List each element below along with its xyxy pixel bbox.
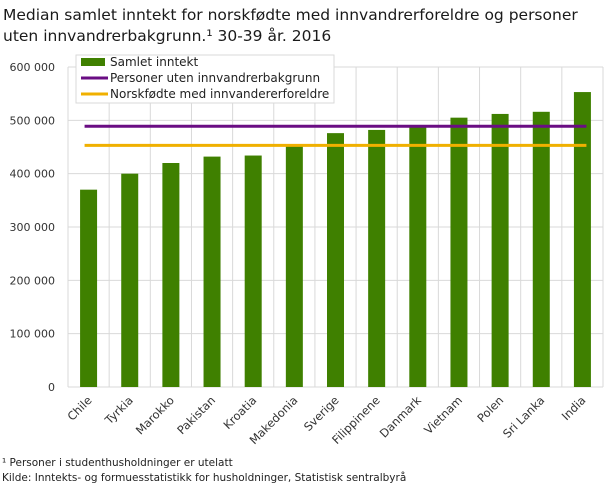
x-tick-label: Danmark xyxy=(377,393,424,440)
legend-box xyxy=(75,54,335,104)
bar-india xyxy=(573,92,591,388)
x-tick-label: Kroatia xyxy=(221,393,260,432)
legend-label: Personer uten innvandrerbakgrunn xyxy=(110,71,320,85)
x-tick-label: Sri Lanka xyxy=(500,393,547,440)
x-tick-label: Tyrkia xyxy=(101,393,135,427)
bar-sverige xyxy=(327,133,344,387)
x-tick-label: Marokko xyxy=(133,393,177,437)
legend-swatch-bar xyxy=(81,58,105,66)
x-tick-label: Sverige xyxy=(301,393,342,434)
chart-title: Median samlet inntekt for norskfødte med… xyxy=(3,6,578,45)
bar-chile xyxy=(80,189,98,387)
y-tick-label: 400 000 xyxy=(10,168,56,181)
x-tick-label: Pakistan xyxy=(174,393,218,437)
x-tick-label: Polen xyxy=(474,393,506,425)
x-tick-label: Vietnam xyxy=(421,393,465,437)
y-tick-label: 0 xyxy=(48,381,55,394)
bar-kroatia xyxy=(244,155,262,387)
bar-chart: 0 100 000 200 000 300 000 400 000 500 000 600 … xyxy=(10,54,604,447)
y-tick-label: 500 000 xyxy=(10,114,56,127)
bar-vietnam xyxy=(450,117,468,388)
x-tick-label: Chile xyxy=(64,393,94,423)
y-tick-label: 600 000 xyxy=(10,61,56,74)
bar-filippinene xyxy=(368,129,386,387)
source: Kilde: Inntekts- og formuesstatistikk fo… xyxy=(2,472,407,484)
bar-makedonia xyxy=(285,145,303,387)
y-tick-label: 100 000 xyxy=(10,328,56,341)
x-tick-label: India xyxy=(559,393,589,423)
footnote: ¹ Personer i studenthusholdninger er ute… xyxy=(2,457,233,469)
y-tick-label: 200 000 xyxy=(10,274,56,287)
bar-pakistan xyxy=(203,156,221,387)
legend-label: Norskfødte med innvandererforeldre xyxy=(110,87,329,101)
bar-polen xyxy=(491,113,509,387)
bar-tyrkia xyxy=(121,173,139,387)
bar-danmark xyxy=(409,125,427,388)
y-tick-label: 300 000 xyxy=(10,221,56,234)
legend-label: Samlet inntekt xyxy=(110,55,198,69)
bar-marokko xyxy=(162,163,180,387)
bar-sri-lanka xyxy=(532,111,550,388)
